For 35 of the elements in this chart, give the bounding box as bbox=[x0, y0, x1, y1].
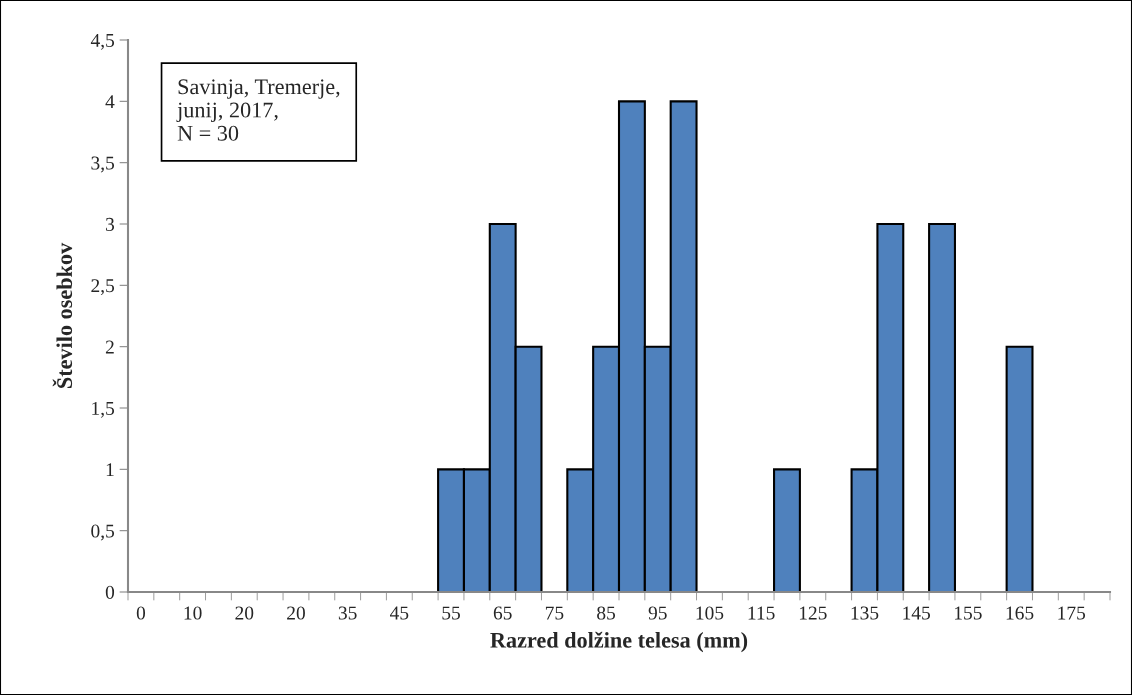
x-tick-label: 0 bbox=[136, 606, 146, 620]
x-axis-title: Razred dolžine telesa (mm) bbox=[490, 631, 748, 653]
bar bbox=[773, 468, 801, 592]
y-tick-label: 3 bbox=[106, 217, 115, 231]
x-tick-label: 20 bbox=[287, 606, 305, 620]
y-tick-label: 2 bbox=[105, 340, 114, 354]
x-tick-label: 55 bbox=[442, 606, 460, 620]
y-tick-label: 0,5 bbox=[91, 524, 115, 541]
x-tick-label: 20 bbox=[235, 606, 254, 620]
x-tick-label: 35 bbox=[338, 606, 357, 620]
y-tick-label: 3,5 bbox=[91, 156, 115, 173]
annotation: Savinja, Tremerje, junij, 2017, N = 30 bbox=[176, 79, 340, 141]
x-tick-label: 155 bbox=[955, 606, 982, 620]
y-tick-label: 4 bbox=[105, 95, 115, 109]
bar bbox=[928, 222, 956, 592]
y-tick-label: 1 bbox=[106, 463, 114, 477]
x-tick-label: 135 bbox=[851, 606, 879, 620]
x-tick-label: 175 bbox=[1058, 606, 1086, 620]
x-tick-label: 10 bbox=[184, 606, 202, 620]
x-tick-label: 115 bbox=[748, 606, 775, 620]
x-tick-label: 165 bbox=[1006, 606, 1034, 620]
y-tick-label: 2,5 bbox=[91, 279, 115, 296]
x-tick-label: 85 bbox=[597, 606, 616, 620]
x-tick-label: 145 bbox=[903, 606, 931, 620]
x-tick-label: 65 bbox=[493, 606, 512, 620]
bar bbox=[1005, 345, 1034, 592]
x-tick-label: 75 bbox=[545, 606, 564, 620]
x-tick-label: 45 bbox=[390, 606, 409, 620]
x-tick-label: 95 bbox=[648, 606, 667, 620]
y-tick-label: 0 bbox=[105, 585, 115, 599]
x-tick-label: 105 bbox=[696, 606, 724, 620]
y-tick-label: 4,5 bbox=[90, 33, 115, 50]
y-tick-label: 1,5 bbox=[92, 401, 115, 418]
y-axis-title: Število osebkov bbox=[52, 242, 73, 388]
x-tick-label: 125 bbox=[799, 606, 827, 620]
